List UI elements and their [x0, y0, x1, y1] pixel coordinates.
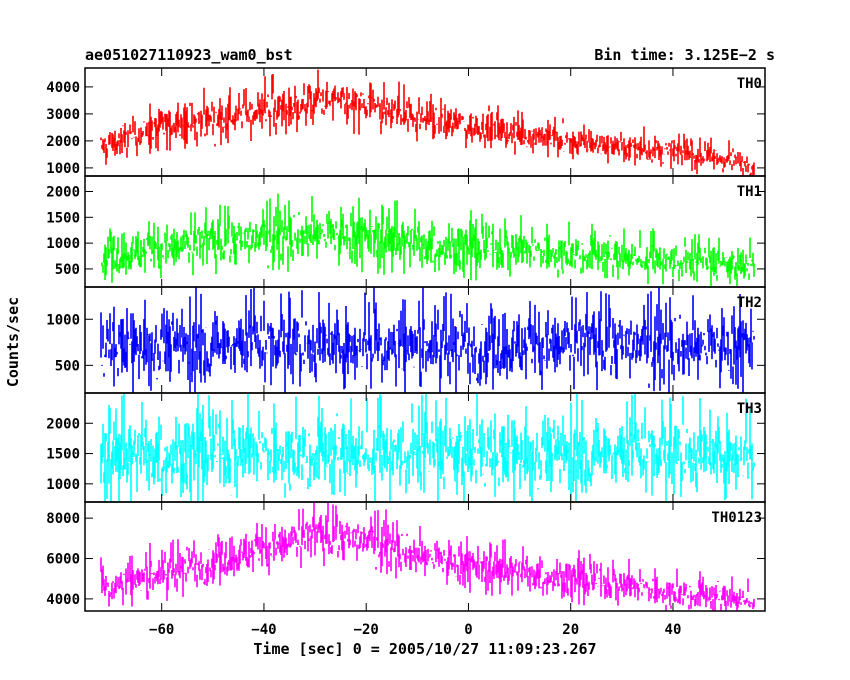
panel-frame-th2	[84, 286, 766, 394]
series-th2	[100, 287, 755, 393]
x-tick-label: 0	[464, 622, 472, 638]
x-tick-label: −20	[354, 622, 379, 638]
panel-label-th1: TH1	[737, 184, 762, 200]
panel-label-th3: TH3	[737, 401, 762, 417]
series-th0	[100, 69, 755, 176]
x-tick-label: −60	[149, 622, 174, 638]
x-tick-label: −40	[251, 622, 276, 638]
y-tick-label: 3000	[46, 107, 80, 123]
y-tick-label: 4000	[46, 80, 80, 96]
panels-group: 1000 2000 3000 4000 TH0 500 1000 1500 2000 TH1 500…	[46, 67, 766, 638]
y-tick-label: 1500	[46, 210, 80, 226]
y-tick-label: 6000	[46, 552, 80, 568]
chart-title-right: Bin time: 3.125E−2 s	[594, 46, 775, 64]
y-tick-label: 4000	[46, 592, 80, 608]
panel-label-th0: TH0	[737, 76, 762, 92]
y-tick-label: 1000	[46, 312, 80, 328]
y-tick-label: 500	[55, 262, 80, 278]
y-tick-label: 1500	[46, 447, 80, 463]
y-tick-label: 2000	[46, 416, 80, 432]
x-tick-label: 40	[665, 622, 682, 638]
y-tick-label: 1000	[46, 236, 80, 252]
series-th0123	[100, 502, 755, 611]
series-th1	[100, 193, 755, 287]
y-tick-label: 1000	[46, 161, 80, 177]
y-axis-label: Counts/sec	[4, 297, 22, 387]
y-tick-label: 1000	[46, 477, 80, 493]
series-th3	[100, 393, 755, 502]
x-axis-label: Time [sec] 0 = 2005/10/27 11:09:23.267	[253, 640, 596, 658]
y-tick-label: 2000	[46, 184, 80, 200]
y-tick-label: 500	[55, 358, 80, 374]
panel-label-th2: TH2	[737, 295, 762, 311]
y-tick-label: 2000	[46, 134, 80, 150]
panel-label-th0123: TH0123	[711, 510, 762, 526]
x-tick-label: 20	[562, 622, 579, 638]
chart-title-left: ae051027110923_wam0_bst	[85, 46, 293, 64]
panel-frame-th0123	[84, 501, 766, 612]
y-tick-label: 8000	[46, 511, 80, 527]
